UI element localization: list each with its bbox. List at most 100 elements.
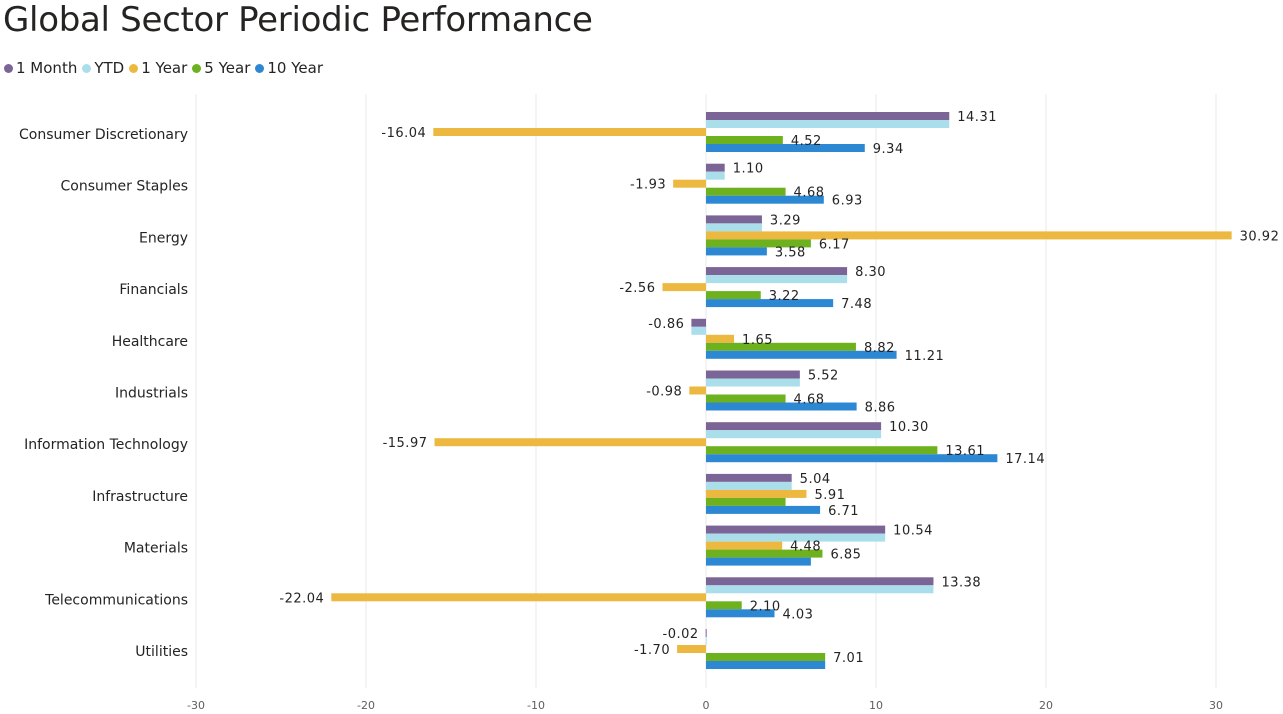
category-label: Telecommunications [44, 592, 188, 608]
x-tick-label: -20 [357, 699, 375, 712]
data-label: -15.97 [383, 436, 428, 451]
data-label: 3.58 [775, 245, 806, 260]
bar [706, 525, 886, 534]
bar [706, 430, 882, 439]
data-label: 8.86 [865, 401, 896, 416]
bar [691, 326, 706, 335]
legend-label: 10 Year [267, 59, 323, 77]
bar [706, 163, 725, 172]
x-tick-label: -10 [527, 699, 545, 712]
bar [706, 299, 834, 308]
legend-item[interactable]: 1 Month [4, 59, 77, 77]
data-label: 4.03 [783, 607, 814, 622]
legend-dot-icon [192, 63, 202, 73]
data-label: 3.22 [769, 289, 800, 304]
data-label: -16.04 [381, 126, 426, 141]
category-label: Financials [119, 282, 188, 298]
bar [706, 549, 823, 558]
bar [706, 247, 767, 256]
bar [706, 557, 811, 566]
x-tick-label: 10 [869, 699, 883, 712]
data-label: 3.29 [770, 213, 801, 228]
bar [706, 497, 786, 506]
bar [331, 593, 706, 602]
data-label: 13.38 [941, 575, 981, 590]
data-label: 30.92 [1240, 229, 1280, 244]
legend-dot-icon [4, 63, 13, 73]
data-label: 5.52 [808, 369, 839, 384]
data-label: -0.98 [646, 385, 682, 400]
data-label: 7.01 [833, 651, 864, 666]
bar [706, 609, 775, 618]
category-label: Infrastructure [92, 489, 188, 505]
bar [434, 438, 706, 447]
data-label: 4.68 [794, 393, 825, 408]
data-label: 2.10 [750, 599, 781, 614]
bar [706, 505, 821, 514]
bar [673, 179, 706, 188]
bar [706, 446, 938, 455]
data-label: 8.82 [864, 341, 895, 356]
legend-label: 1 Year [141, 59, 188, 77]
category-label: Information Technology [24, 437, 188, 453]
data-label: 6.93 [832, 194, 863, 209]
bar [662, 283, 706, 292]
category-label: Healthcare [112, 334, 188, 350]
bar [706, 489, 807, 498]
bar [706, 239, 811, 248]
x-tick-label: -30 [187, 699, 205, 712]
legend-dot-icon [255, 63, 265, 73]
bar [706, 533, 886, 542]
bar [706, 223, 762, 232]
data-label: 11.21 [905, 349, 945, 364]
bar [706, 144, 865, 152]
bar [706, 454, 998, 463]
bar [706, 267, 848, 276]
bar [433, 128, 706, 136]
bar [706, 422, 882, 431]
data-label: 10.54 [893, 524, 933, 539]
bar [706, 601, 742, 610]
data-label: -0.86 [648, 317, 684, 332]
data-label: 6.17 [819, 237, 850, 252]
legend-label: 5 Year [204, 59, 251, 77]
legend-item[interactable]: 10 Year [255, 59, 323, 77]
bar [677, 645, 706, 653]
legend-dot-icon [82, 63, 92, 73]
bar [706, 342, 856, 351]
legend[interactable]: 1 Month YTD 1 Year 5 Year 10 Year [4, 58, 328, 78]
x-tick-label: 0 [703, 699, 710, 712]
data-label: 6.71 [828, 504, 859, 519]
bar [706, 402, 857, 411]
bar [706, 171, 725, 180]
data-label: 13.61 [945, 444, 985, 459]
data-label: -22.04 [279, 591, 324, 606]
data-label: -2.56 [619, 281, 655, 296]
bar [706, 136, 783, 144]
bar [706, 334, 735, 343]
legend-item[interactable]: YTD [82, 59, 124, 77]
bar [706, 350, 897, 359]
data-label: 1.10 [733, 162, 764, 177]
bar [706, 661, 826, 669]
bar [706, 231, 1232, 240]
bar [706, 215, 762, 224]
bar [706, 378, 800, 387]
legend-item[interactable]: 5 Year [192, 59, 250, 77]
bar [706, 473, 792, 482]
data-label: 4.48 [790, 540, 821, 555]
bar [706, 275, 848, 284]
bar [691, 318, 706, 327]
legend-item[interactable]: 1 Year [129, 59, 187, 77]
data-label: 1.65 [742, 333, 773, 348]
bar [706, 653, 826, 661]
bar [706, 577, 934, 586]
bar [706, 120, 950, 128]
category-label: Utilities [135, 644, 188, 660]
data-label: 10.30 [889, 420, 929, 435]
data-label: 17.14 [1005, 452, 1045, 467]
bar [706, 112, 950, 120]
data-label: 7.48 [841, 297, 872, 312]
bar [706, 291, 761, 300]
bar [705, 637, 707, 645]
